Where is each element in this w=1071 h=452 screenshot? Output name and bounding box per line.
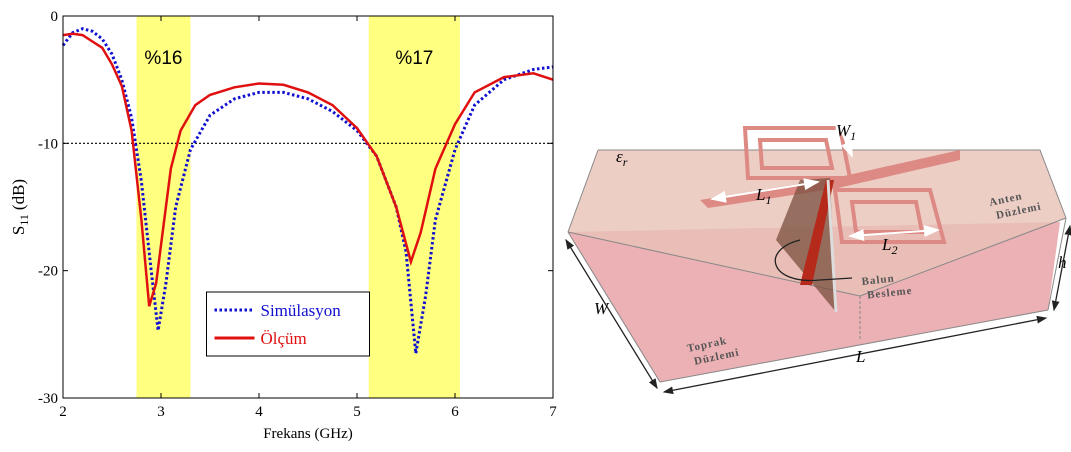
diagram-label: L [855, 347, 865, 366]
label-subscript: 1 [765, 193, 771, 207]
label-symbol: L [881, 235, 891, 254]
band-label: %16 [144, 48, 182, 69]
x-axis-label: Frekans (GHz) [263, 426, 353, 442]
y-tick-label: -30 [38, 391, 58, 407]
x-tick-label: 6 [451, 404, 459, 420]
band-label: %17 [395, 48, 433, 69]
y-tick-label: -10 [38, 136, 58, 152]
page: %16%17234567-30-20-100Frekans (GHz)S11(d… [0, 0, 1071, 452]
legend: Simülasyon Ölçüm [207, 292, 370, 356]
y-tick-label: -20 [38, 264, 58, 280]
y-label-symbol: S [9, 226, 28, 235]
x-tick-label: 4 [255, 404, 263, 420]
label-subscript: 2 [891, 243, 897, 257]
label-symbol: L [755, 185, 765, 204]
x-tick-label: 7 [549, 404, 557, 420]
label-subscript: r [623, 155, 628, 169]
x-tick-label: 3 [157, 404, 165, 420]
band [137, 16, 191, 398]
label-subscript: 1 [850, 129, 856, 143]
chart: %16 %17 2 3 4 5 6 7 -30 -20 -10 0 Frekans (GHz) S11 (d… [9, 9, 557, 442]
y-label-subscript: 11 [17, 214, 31, 226]
diagram-label: W1 [836, 121, 856, 143]
x-tick-label: 5 [353, 404, 361, 420]
legend-label: Ölçüm [261, 329, 307, 348]
diagram: εrW1L1L2AntenDüzlemiBalunBeslemeToprakDü… [566, 118, 1070, 392]
diagram-label: W [594, 299, 610, 318]
diagram-label: h [1058, 253, 1067, 272]
y-axis-label: S11 (dB) [9, 179, 31, 235]
legend-label: Simülasyon [261, 301, 342, 320]
x-tick-label: 2 [59, 404, 67, 420]
y-label-unit: (dB) [9, 179, 28, 210]
y-tick-label: 0 [51, 9, 59, 25]
